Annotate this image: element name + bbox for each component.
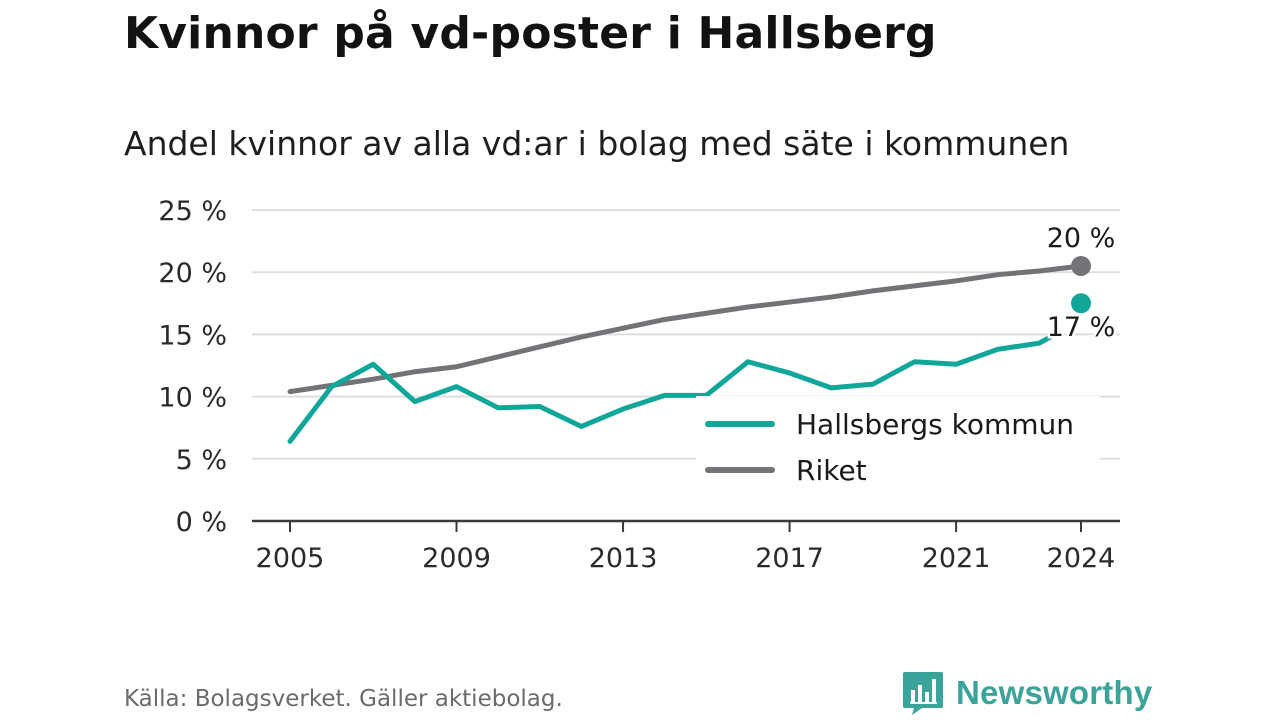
series-endpoint-hallsberg xyxy=(1071,293,1091,314)
series-endpoints: 20 % 17 % xyxy=(1044,223,1118,346)
newsworthy-logo-icon xyxy=(903,672,943,715)
y-axis-tick-labels: 0 % 5 % 10 % 15 % 20 % 25 % xyxy=(158,196,227,538)
legend-background xyxy=(696,396,1100,494)
end-label-hallsberg: 17 % xyxy=(1047,312,1116,343)
x-tick-label: 2021 xyxy=(922,543,991,574)
y-tick-label: 15 % xyxy=(158,320,227,351)
x-axis: 2005 2009 2013 2017 2021 2024 xyxy=(252,519,1120,574)
chart-subtitle: Andel kvinnor av alla vd:ar i bolag med … xyxy=(124,124,1070,163)
y-tick-label: 5 % xyxy=(176,445,227,476)
series-lines xyxy=(287,263,1084,444)
x-tick-label: 2005 xyxy=(256,543,325,574)
end-label-riket: 20 % xyxy=(1047,223,1116,254)
y-tick-label: 0 % xyxy=(176,507,227,538)
x-tick-label: 2017 xyxy=(755,543,824,574)
series-line-riket xyxy=(287,263,1084,395)
legend: Hallsbergs kommun Riket xyxy=(696,396,1100,494)
brand-name: Newsworthy xyxy=(956,674,1153,711)
x-tick-label: 2009 xyxy=(422,543,491,574)
source-note: Källa: Bolagsverket. Gäller aktiebolag. xyxy=(124,686,563,712)
brand-logo: Newsworthy xyxy=(902,670,1152,716)
y-tick-label: 20 % xyxy=(158,258,227,289)
series-line-hallsberg xyxy=(287,330,1060,444)
y-tick-label: 25 % xyxy=(158,196,227,227)
legend-label: Hallsbergs kommun xyxy=(796,408,1074,441)
x-tick-label: 2013 xyxy=(589,543,658,574)
y-tick-label: 10 % xyxy=(158,383,227,414)
x-tick-label: 2024 xyxy=(1047,543,1116,574)
chart-title: Kvinnor på vd-poster i Hallsberg xyxy=(124,8,937,59)
legend-label: Riket xyxy=(796,454,867,487)
series-endpoint-riket xyxy=(1071,255,1091,276)
